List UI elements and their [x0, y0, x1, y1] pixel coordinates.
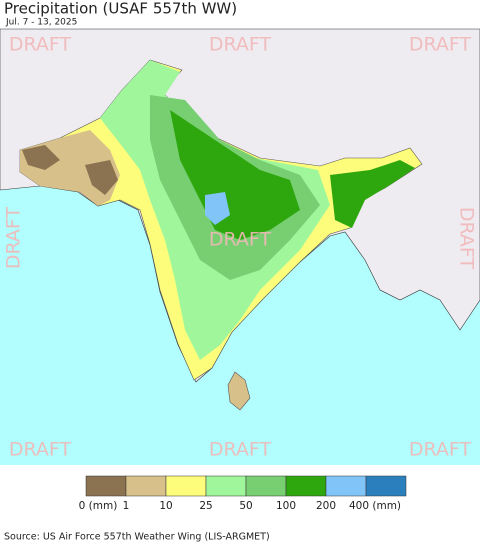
title: Precipitation (USAF 557th WW)	[4, 0, 237, 18]
watermark: DRAFT	[3, 206, 25, 269]
map	[0, 28, 480, 465]
watermark: DRAFT	[209, 229, 272, 251]
subtitle: Jul. 7 - 13, 2025	[5, 18, 77, 28]
watermark: DRAFT	[209, 439, 272, 461]
watermark: DRAFT	[409, 34, 472, 56]
legend-label: 50	[239, 500, 252, 512]
legend-swatch	[365, 475, 407, 497]
legend: 0 (mm) 1 10 25 50 100 200 400 (mm)	[79, 475, 407, 512]
legend-label: 200	[316, 500, 336, 512]
watermarks: DRAFT DRAFT DRAFT DRAFT DRAFT DRAFT DRAFT DRAFT…	[3, 34, 478, 461]
footer	[0, 528, 480, 546]
region-driest	[22, 145, 118, 195]
legend-label: 10	[159, 500, 172, 512]
legend-label: 100	[276, 500, 296, 512]
legend-swatch	[285, 475, 327, 497]
legend-label: 25	[199, 500, 212, 512]
legend-swatch	[325, 475, 367, 497]
legend-swatch	[85, 475, 127, 497]
source: Source: US Air Force 557th Weather Wing …	[4, 532, 270, 543]
region-northeast	[330, 160, 415, 228]
legend-label: 0 (mm)	[79, 500, 118, 512]
legend-swatch	[245, 475, 287, 497]
watermark: DRAFT	[209, 34, 272, 56]
legend-swatch	[125, 475, 167, 497]
legend-swatch	[205, 475, 247, 497]
watermark: DRAFT	[9, 439, 72, 461]
region-heavy	[170, 110, 300, 240]
region-extreme	[205, 192, 230, 225]
legend-swatch	[165, 475, 207, 497]
watermark: DRAFT	[409, 439, 472, 461]
legend-label: 400 (mm)	[349, 500, 401, 512]
legend-label: 1	[123, 500, 130, 512]
sri-lanka	[227, 371, 251, 411]
watermark: DRAFT	[9, 34, 72, 56]
watermark: DRAFT	[456, 207, 478, 270]
